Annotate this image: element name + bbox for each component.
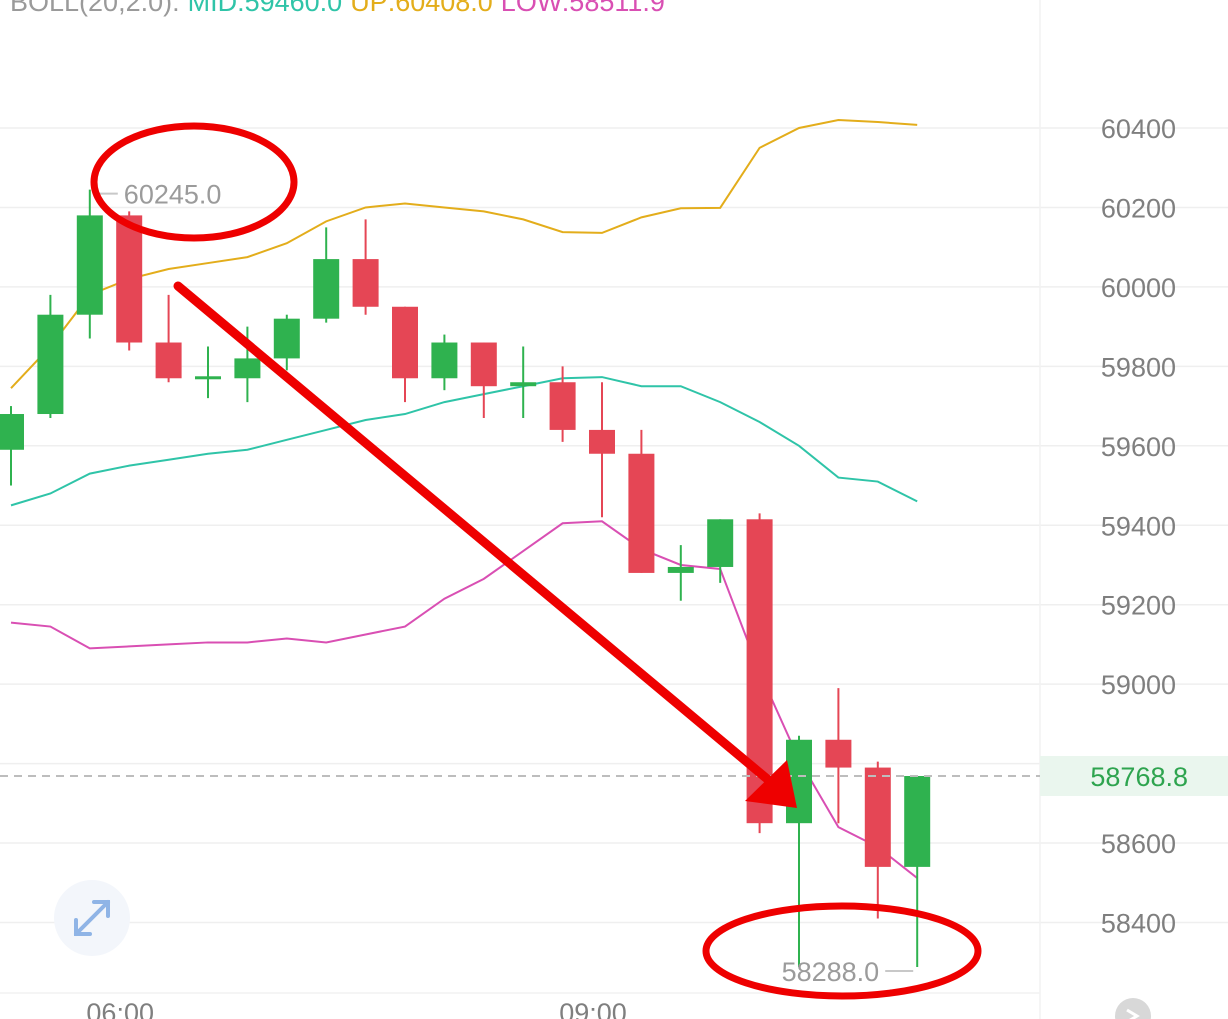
candle-down <box>470 342 497 418</box>
expand-icon <box>74 900 110 936</box>
x-axis-tick-label: 09:00 <box>559 998 627 1019</box>
scroll-right-button[interactable] <box>1115 998 1151 1019</box>
candle-down <box>589 382 615 518</box>
candle-body <box>37 314 64 415</box>
boll-low-value: LOW:58511.9 <box>500 0 665 17</box>
candle-down <box>352 219 379 315</box>
candle-up <box>431 334 458 391</box>
expand-button[interactable] <box>54 880 130 956</box>
candle-body <box>273 318 300 359</box>
boll-legend: BOLL(20,2.0): MID:59460.0 UP:60408.0 LOW:58… <box>10 0 673 18</box>
candle-body <box>628 453 655 573</box>
candles <box>0 189 931 967</box>
y-axis-tick-label: 59000 <box>1101 670 1176 700</box>
candle-body <box>116 215 143 343</box>
x-axis-tick-label: 06:00 <box>86 998 154 1019</box>
candle-up <box>76 189 103 339</box>
y-axis-tick-label: 59400 <box>1101 511 1176 541</box>
lower-band-line <box>10 520 918 879</box>
candle-body <box>549 382 576 430</box>
high-price-label: 60245.0 <box>124 180 222 210</box>
candle-body <box>155 342 182 379</box>
current-price-label: 58768.8 <box>1090 762 1188 792</box>
y-axis-tick-label: 60400 <box>1101 114 1176 144</box>
chevron-icon <box>1126 1008 1140 1019</box>
x-axis: 06:00 09:00 <box>86 998 626 1019</box>
candle-up <box>786 735 812 967</box>
candle-body <box>589 429 615 454</box>
candle-up <box>313 227 340 323</box>
y-axis: 60400 60200 60000 59800 59600 59400 59200 59000… <box>1101 114 1176 939</box>
arrowhead-icon <box>745 760 797 808</box>
candle-up <box>195 346 221 399</box>
candle-body <box>195 376 221 380</box>
candle-body <box>667 566 694 573</box>
candle-up <box>273 314 300 371</box>
downtrend-arrow <box>173 281 783 793</box>
high-annotation-circle <box>90 122 298 242</box>
candle-up <box>510 346 537 418</box>
candle-body <box>392 306 418 379</box>
boll-up-value: UP:60408.0 <box>350 0 493 17</box>
candle-down <box>628 429 655 573</box>
candle-down <box>549 366 576 442</box>
candle-body <box>825 739 852 768</box>
y-axis-tick-label: 60200 <box>1101 193 1176 223</box>
upper-band-line <box>10 119 918 389</box>
y-axis-tick-label: 60000 <box>1101 273 1176 303</box>
candle-body <box>864 767 891 867</box>
candle-body <box>313 259 340 319</box>
candle-body <box>431 342 458 379</box>
candle-body <box>0 414 24 450</box>
candle-body <box>76 215 103 315</box>
candle-body <box>352 259 379 307</box>
candle-up <box>667 545 694 601</box>
boll-label: BOLL(20,2.0): <box>10 0 180 17</box>
mid-band-line <box>10 376 918 507</box>
low-annotation-circle <box>702 902 982 1000</box>
candle-body <box>510 382 537 387</box>
y-axis-tick-label: 58400 <box>1101 909 1176 939</box>
candle-body <box>904 775 931 867</box>
candle-body <box>707 519 734 567</box>
candle-body <box>234 358 261 379</box>
candle-down <box>155 294 182 383</box>
candle-down <box>864 761 891 919</box>
candle-body <box>470 342 497 387</box>
current-price-tag <box>1040 755 1228 796</box>
candle-up <box>0 406 24 486</box>
y-axis-tick-label: 59600 <box>1101 432 1176 462</box>
y-axis-tick-label: 58600 <box>1101 829 1176 859</box>
candle-up <box>707 519 734 583</box>
candle-down <box>116 211 143 351</box>
candle-up <box>37 294 64 418</box>
candle-down <box>825 688 852 824</box>
y-axis-tick-label: 59200 <box>1101 591 1176 621</box>
boll-mid-value: MID:59460.0 <box>187 0 343 17</box>
low-price-label: 58288.0 <box>782 957 880 987</box>
candle-down <box>392 306 418 403</box>
candle-up <box>904 775 931 967</box>
y-axis-tick-label: 59800 <box>1101 352 1176 382</box>
